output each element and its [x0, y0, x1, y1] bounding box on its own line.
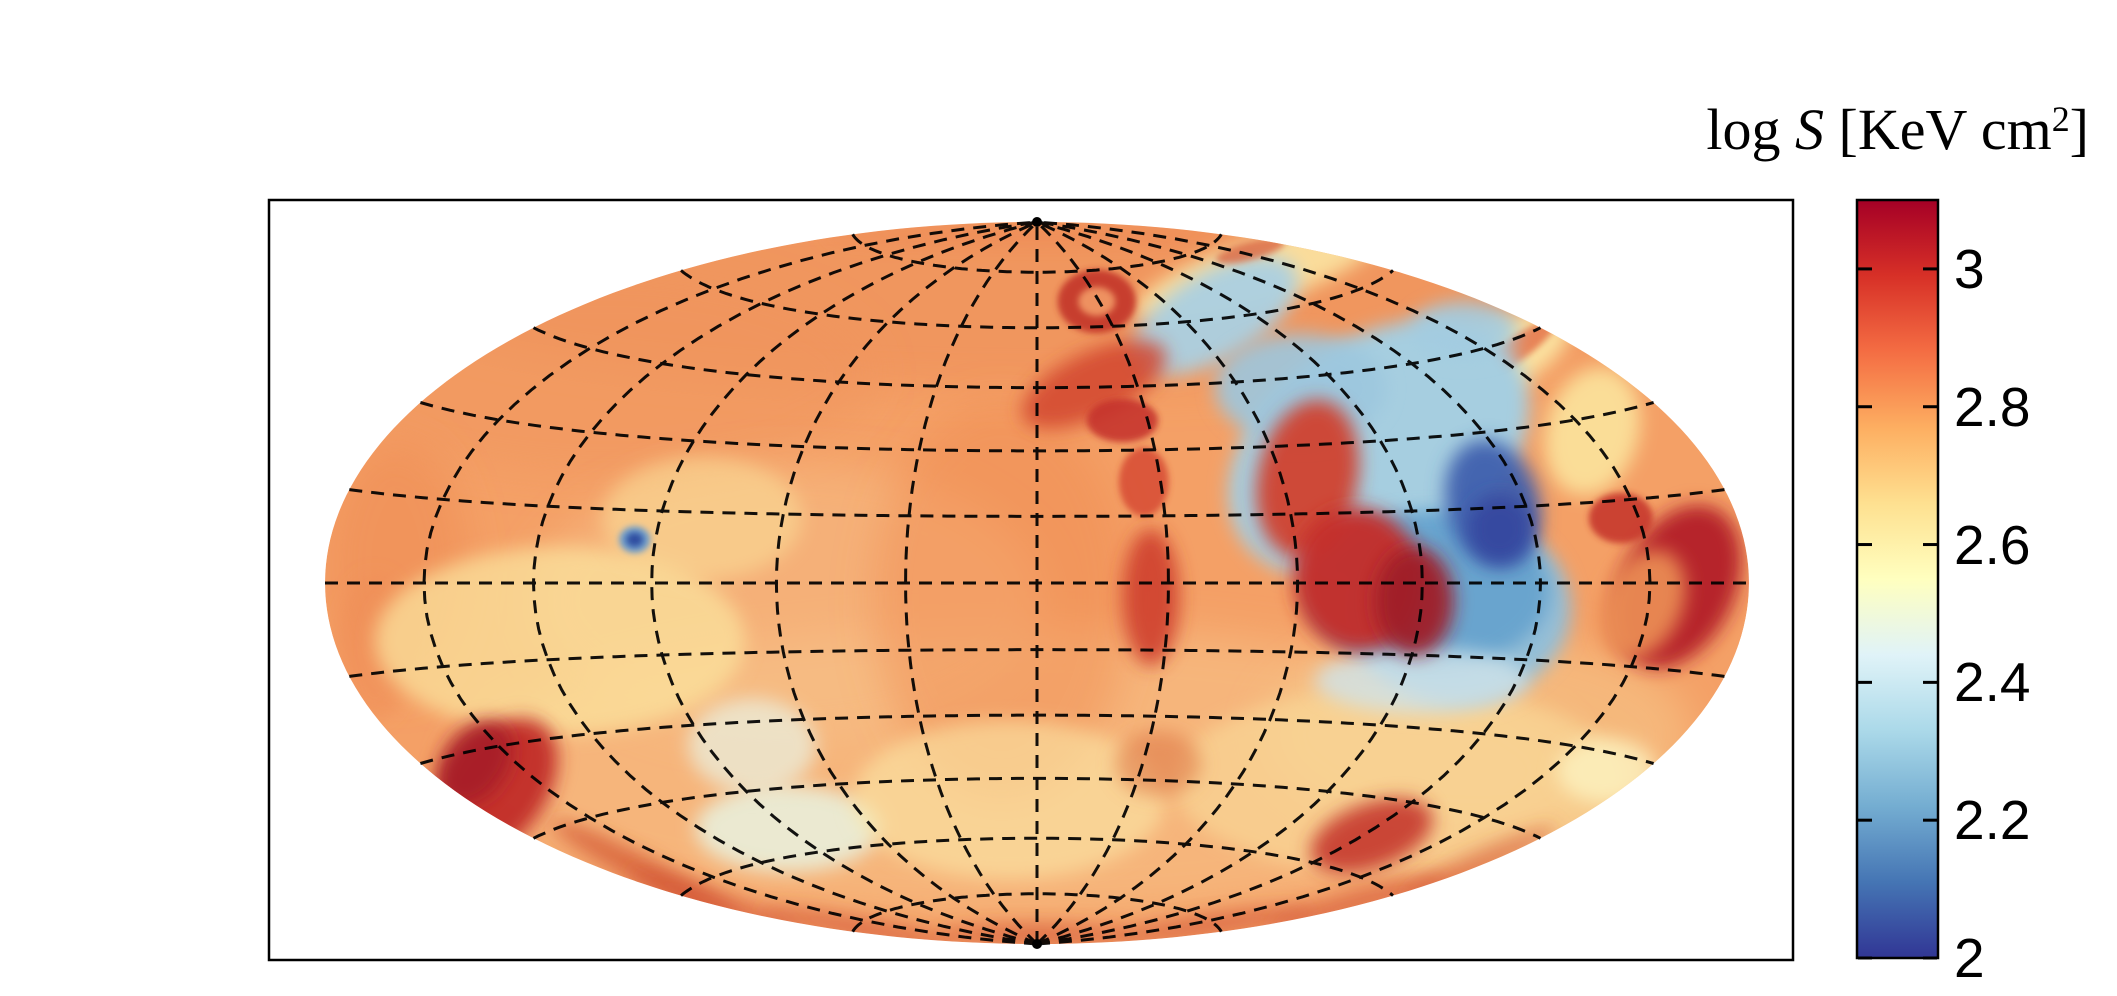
map-feature-red-streak-mid: [1122, 528, 1180, 667]
colorbar-tick-label-3: 3: [1954, 237, 1985, 300]
colorbar-title: log S [KeV cm2]: [1706, 96, 2089, 163]
plot-frame: [267, 198, 1795, 962]
map-feature-cold-plume-pale-rim: [1314, 647, 1529, 713]
colorbar-tick-label-2.8: 2.8: [1954, 375, 2031, 438]
meridian--150: [422, 220, 1038, 946]
map-feature-top-red-streak: [1216, 238, 1286, 264]
map-feature-south-rim-2: [760, 907, 958, 944]
map-feature-pale-green-sw2: [688, 698, 817, 793]
parallel-60: [680, 269, 1394, 330]
map-feature-pale-east-of-plume: [1544, 367, 1641, 496]
map-feature-pale-south-center: [851, 720, 1166, 880]
parallel--15: [349, 648, 1725, 678]
map-feature-east-crescent-tip: [1588, 492, 1653, 544]
colorbar-ticks: [1858, 267, 1937, 960]
parallel--60: [680, 836, 1394, 897]
colorbar-title-exponent: 2: [2051, 99, 2070, 140]
map-feature-cold-patch-ne: [1410, 301, 1518, 360]
graticule: [325, 220, 1749, 946]
parallel-45: [532, 326, 1542, 390]
colorbar-title-units: [KeV cm: [1824, 97, 2052, 162]
map-feature-red-soft-south: [1115, 731, 1201, 796]
entropy-symbol: S: [1795, 97, 1825, 162]
parallel--45: [532, 776, 1542, 840]
map-feature-pale-west-small: [602, 456, 803, 580]
parallel--30: [419, 713, 1655, 765]
map-feature-east-crescent-carve: [1598, 549, 1686, 660]
south-pole-mark: [1032, 939, 1042, 949]
map-feature-red-blob-south: [1310, 798, 1433, 874]
parallel-15: [349, 488, 1725, 518]
colorbar-tick-label-2: 2: [1954, 927, 1985, 989]
colorbar-title-log: log: [1706, 97, 1796, 162]
colorbar-tick-label-2.2: 2.2: [1954, 789, 2031, 852]
colorbar-tick-label-2.6: 2.6: [1954, 513, 2031, 576]
north-pole-mark: [1032, 217, 1042, 227]
map-feature-blue-dot-core: [626, 532, 644, 547]
map-feature-red-band-core: [1086, 398, 1159, 443]
colorbar-title-bracket: ]: [2069, 97, 2089, 162]
map-feature-sw-crescent-core: [436, 721, 513, 806]
map-feature-red-ring-inner: [1078, 286, 1116, 316]
map-feature-cold-core-deep: [1467, 494, 1532, 564]
colorbar-tick-label-2.4: 2.4: [1954, 651, 2031, 714]
colorbar: [1855, 198, 1940, 960]
map-feature-cold-plume-arm: [1131, 256, 1299, 376]
parallel-30: [419, 401, 1655, 453]
map-feature-red-hook-core: [1375, 546, 1454, 656]
map-feature-central-column: [873, 402, 1130, 800]
